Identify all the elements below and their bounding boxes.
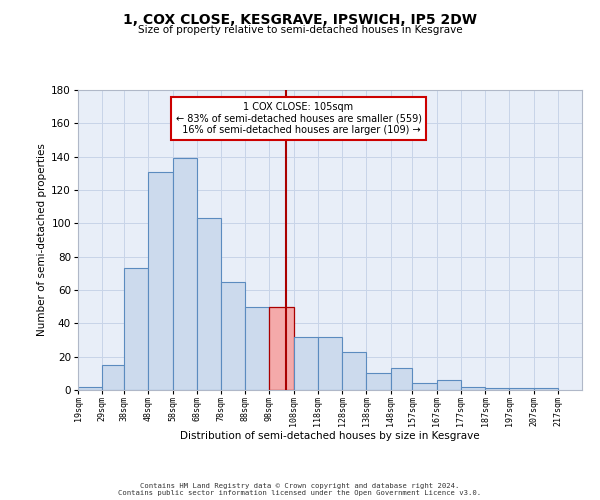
Bar bbox=[173, 158, 197, 390]
Bar bbox=[437, 380, 461, 390]
Bar bbox=[391, 368, 412, 390]
Bar bbox=[412, 384, 437, 390]
Bar bbox=[533, 388, 558, 390]
Bar bbox=[245, 306, 269, 390]
Bar bbox=[148, 172, 173, 390]
Bar bbox=[461, 386, 485, 390]
Bar bbox=[78, 386, 102, 390]
X-axis label: Distribution of semi-detached houses by size in Kesgrave: Distribution of semi-detached houses by … bbox=[180, 431, 480, 441]
Bar bbox=[342, 352, 367, 390]
Text: Contains HM Land Registry data © Crown copyright and database right 2024.
Contai: Contains HM Land Registry data © Crown c… bbox=[118, 483, 482, 496]
Bar bbox=[367, 374, 391, 390]
Bar bbox=[102, 365, 124, 390]
Y-axis label: Number of semi-detached properties: Number of semi-detached properties bbox=[37, 144, 47, 336]
Text: 1, COX CLOSE, KESGRAVE, IPSWICH, IP5 2DW: 1, COX CLOSE, KESGRAVE, IPSWICH, IP5 2DW bbox=[123, 12, 477, 26]
Bar bbox=[221, 282, 245, 390]
Text: 1 COX CLOSE: 105sqm
← 83% of semi-detached houses are smaller (559)
  16% of sem: 1 COX CLOSE: 105sqm ← 83% of semi-detach… bbox=[176, 102, 421, 135]
Bar bbox=[318, 336, 342, 390]
Bar bbox=[293, 336, 318, 390]
Bar bbox=[269, 306, 293, 390]
Bar bbox=[197, 218, 221, 390]
Bar bbox=[124, 268, 148, 390]
Text: Size of property relative to semi-detached houses in Kesgrave: Size of property relative to semi-detach… bbox=[137, 25, 463, 35]
Bar bbox=[485, 388, 509, 390]
Bar bbox=[509, 388, 533, 390]
